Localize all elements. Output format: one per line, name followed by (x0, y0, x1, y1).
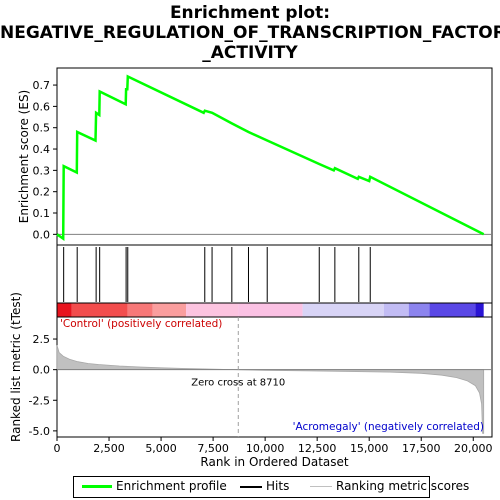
es-ytick-label: 0.4 (33, 143, 51, 156)
metric-ytick-label: 0.0 (33, 364, 51, 377)
legend-metric-swatch (310, 486, 332, 487)
es-ytick-label: 0.6 (33, 100, 51, 113)
rank-color-band-segment (408, 303, 430, 317)
metric-xtick-label: 0 (54, 442, 61, 455)
es-ytick-label: 0.7 (33, 79, 51, 92)
rank-color-band-segment (127, 303, 153, 317)
x-axis-label: Rank in Ordered Dataset (200, 455, 348, 469)
metric-ytick-label: -2.5 (29, 394, 50, 407)
es-ytick-label: 0.1 (33, 207, 51, 220)
chart-title-line-3: _ACTIVITY (202, 43, 298, 63)
metric-xtick-label: 5,000 (145, 442, 177, 455)
metric-xtick-label: 7,500 (197, 442, 229, 455)
metric-xtick-label: 20,000 (454, 442, 493, 455)
rank-color-band-segment (238, 303, 303, 317)
negative-correlation-label: 'Acromegaly' (negatively correlated) (293, 421, 484, 433)
rank-color-band-segment (383, 303, 409, 317)
metric-ytick-label: -5.0 (29, 425, 50, 438)
es-ytick-label: 0.0 (33, 228, 51, 241)
metric-xtick-label: 2,500 (93, 442, 125, 455)
metric-panel-frame (56, 316, 493, 438)
rank-color-band-segment (302, 303, 384, 317)
es-panel-frame (56, 67, 493, 246)
legend-hits-label: Hits (266, 479, 290, 493)
rank-color-band-segment (186, 303, 239, 317)
es-ytick-label: 0.2 (33, 186, 51, 199)
metric-ytick-label: 2.5 (33, 333, 51, 346)
metric-xtick-label: 12,500 (298, 442, 337, 455)
legend-hits-swatch (240, 486, 262, 488)
legend-metric-label: Ranking metric scores (336, 479, 470, 493)
chart-title-line-2: NEGATIVE_REGULATION_OF_TRANSCRIPTION_FAC… (0, 23, 500, 43)
rank-color-band-segment (475, 303, 484, 317)
zero-cross-label: Zero cross at 8710 (191, 378, 285, 389)
legend: Enrichment profile Hits Ranking metric s… (73, 476, 469, 498)
metric-y-axis-label: Ranked list metric (tTest) (9, 292, 23, 442)
rank-color-band-segment (152, 303, 187, 317)
positive-correlation-label: 'Control' (positively correlated) (60, 318, 222, 330)
es-ytick-label: 0.5 (33, 122, 51, 135)
rank-color-band-segment (429, 303, 476, 317)
metric-xtick-label: 15,000 (350, 442, 389, 455)
metric-xtick-label: 10,000 (246, 442, 285, 455)
chart-title-line-1: Enrichment plot: (169, 3, 331, 23)
legend-enrichment-swatch (82, 485, 112, 488)
hits-panel-frame (56, 244, 493, 304)
es-ytick-label: 0.3 (33, 164, 51, 177)
legend-enrichment-label: Enrichment profile (116, 479, 227, 493)
rank-color-band-segment (57, 303, 72, 317)
es-y-axis-label: Enrichment score (ES) (17, 90, 31, 223)
metric-xtick-label: 17,500 (402, 442, 441, 455)
enrichment-profile-line (56, 74, 485, 241)
rank-color-band-segment (71, 303, 128, 317)
